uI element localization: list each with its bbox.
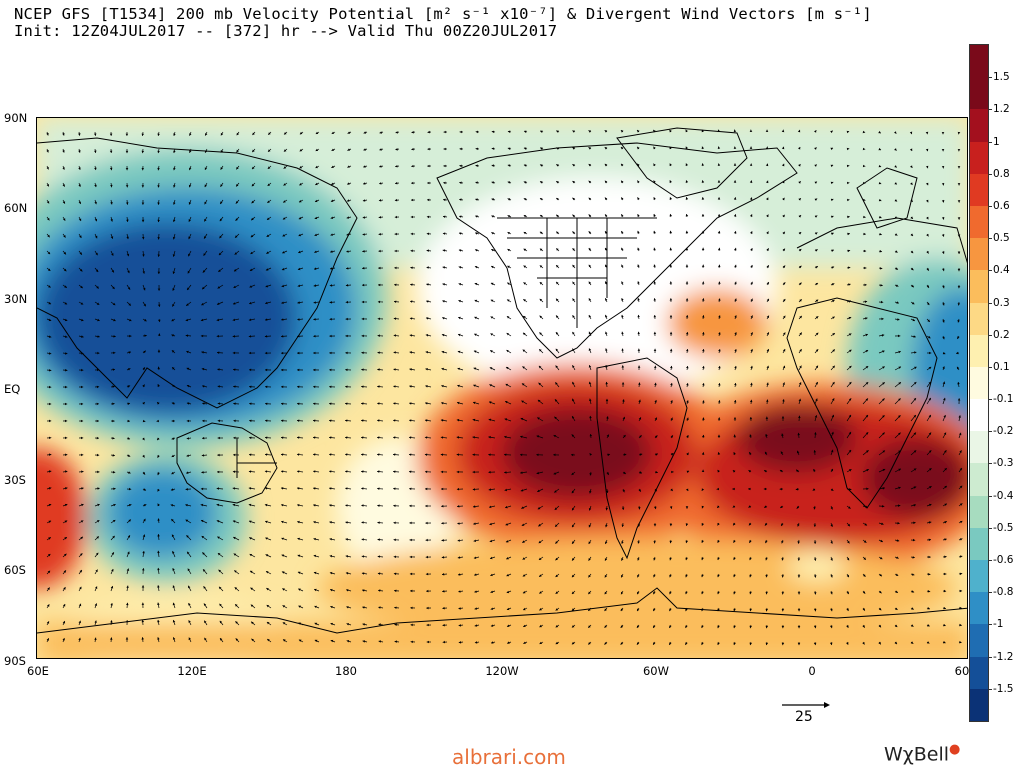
lon-label-60-right: 60 [955,664,970,678]
lon-label-120e: 120E [177,664,206,678]
lat-label-90n: 90N [4,111,27,125]
colorbar-label: -0.1 [993,393,1014,405]
colorbar-label: 0.5 [993,232,1010,244]
map-title-line1: NCEP GFS [T1534] 200 mb Velocity Potenti… [14,5,872,23]
colorbar-label: -1.2 [993,651,1014,663]
lat-label-30s: 30S [4,473,26,487]
colorbar-segment [970,431,988,463]
lat-label-30n: 30N [4,292,27,306]
colorbar-label: -0.4 [993,490,1014,502]
colorbar-label: 0.4 [993,264,1010,276]
colorbar-label: 0.3 [993,297,1010,309]
colorbar-segment [970,399,988,431]
colorbar-tick [988,496,992,497]
colorbar-tick [988,367,992,368]
colorbar-tick [988,303,992,304]
colorbar-segment [970,335,988,367]
colorbar-tick [988,463,992,464]
watermark-text: albrari.com [452,745,566,769]
colorbar-segment [970,174,988,206]
map-canvas [37,118,968,659]
lat-label-60s: 60S [4,563,26,577]
colorbar-segment [970,270,988,302]
colorbar-tick [988,142,992,143]
colorbar-label: -1.5 [993,683,1014,695]
colorbar-label: -1 [993,618,1003,630]
colorbar-label: 1.5 [993,71,1010,83]
colorbar-label: 0.1 [993,361,1010,373]
lon-label-0: 0 [808,664,815,678]
colorbar-tick [988,206,992,207]
colorbar-segment [970,496,988,528]
colorbar-label: 1.2 [993,103,1010,115]
reference-vector-label: 25 [795,709,813,725]
colorbar-label: 0.6 [993,200,1010,212]
colorbar-tick [988,109,992,110]
colorbar-tick [988,592,992,593]
colorbar-segment [970,560,988,592]
colorbar-label: 0.2 [993,329,1010,341]
colorbar-label: -0.6 [993,554,1014,566]
colorbar-tick [988,528,992,529]
lon-label-60e: 60E [27,664,49,678]
colorbar-label: -0.5 [993,522,1014,534]
lat-label-90s: 90S [4,654,26,668]
velocity-potential-field [37,118,968,659]
colorbar-segment [970,367,988,399]
colorbar-tick [988,174,992,175]
colorbar-tick [988,399,992,400]
colorbar-label: -0.2 [993,425,1014,437]
lon-label-180: 180 [335,664,357,678]
colorbar-tick [988,335,992,336]
colorbar-segment [970,528,988,560]
colorbar-tick [988,431,992,432]
colorbar-segment [970,142,988,174]
colorbar [969,44,989,722]
colorbar-label: -0.3 [993,457,1014,469]
colorbar-label: -0.8 [993,586,1014,598]
map-title-line2: Init: 12Z04JUL2017 -- [372] hr --> Valid… [14,22,557,40]
colorbar-tick [988,238,992,239]
colorbar-tick [988,77,992,78]
colorbar-tick [988,270,992,271]
colorbar-segment [970,206,988,238]
lon-label-120w: 120W [485,664,518,678]
colorbar-label: 0.8 [993,168,1010,180]
colorbar-segment [970,45,988,77]
colorbar-segment [970,77,988,109]
colorbar-segment [970,303,988,335]
colorbar-segment [970,689,988,721]
velocity-potential-map [36,117,968,659]
lat-label-60n: 60N [4,201,27,215]
colorbar-label: 1 [993,136,1000,148]
colorbar-segment [970,657,988,689]
colorbar-tick [988,657,992,658]
colorbar-segment [970,592,988,624]
colorbar-segment [970,238,988,270]
colorbar-tick [988,624,992,625]
colorbar-segment [970,463,988,495]
weatherbell-logo: WχBell● [884,742,960,765]
lon-label-60w: 60W [643,664,669,678]
colorbar-segment [970,624,988,656]
colorbar-tick [988,689,992,690]
lat-label-eq: EQ [4,382,20,396]
colorbar-tick [988,560,992,561]
colorbar-segment [970,109,988,141]
